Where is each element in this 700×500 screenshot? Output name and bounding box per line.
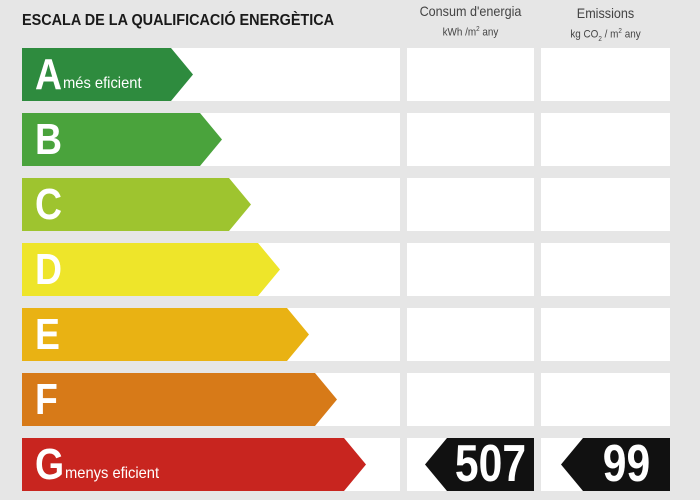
emissions-label: Emissions [576,5,635,21]
page-title: ESCALA DE LA QUALIFICACIÓ ENERGÈTICA [22,12,335,29]
class-letter: F [35,375,58,424]
class-letter: A [35,50,63,99]
class-letter: G [35,440,65,489]
emissions-cell [541,178,670,231]
consum-cell [407,373,534,426]
class-sublabel: menys eficient [65,464,160,482]
arrow-shape [22,113,222,166]
consum-unit: kWh /m2 any [442,26,499,39]
consum-label: Consum d'energia [419,3,522,19]
emissions-cell [541,48,670,101]
badge-shape [561,438,670,491]
rating-row-e: E [0,308,700,361]
consum-cell [407,113,534,166]
rating-row-f: F [0,373,700,426]
rating-row-b: B [0,113,700,166]
arrow-shape [22,243,280,296]
class-arrow-b: B [22,113,222,166]
consumption-badge: 507 [425,438,534,491]
consum-cell [407,243,534,296]
consum-cell [407,48,534,101]
class-arrow-c: C [22,178,251,231]
class-sublabel: més eficient [62,74,142,92]
arrow-shape [22,308,309,361]
consum-cell [407,308,534,361]
class-arrow-f: F [22,373,337,426]
consum-column-header: Consum d'energia kWh /m2 any [407,3,534,40]
consum-cell [407,178,534,231]
class-letter: E [35,310,60,359]
badge-shape [425,438,534,491]
emissions-cell [541,308,670,361]
consumption-badge-value: 507 [454,435,527,493]
class-arrow-e: E [22,308,309,361]
emissions-cell [541,373,670,426]
arrow-shape [22,438,366,491]
rating-row-d: D [0,243,700,296]
emissions-unit: kg CO2 / m2 any [570,28,641,43]
class-letter: C [35,180,63,229]
class-letter: B [35,115,63,164]
emissions-column-header: Emissions kg CO2 / m2 any [541,5,670,47]
arrow-shape [22,178,251,231]
emissions-badge-value: 99 [602,435,651,493]
class-arrow-d: D [22,243,280,296]
rating-row-c: C [0,178,700,231]
emissions-badge: 99 [561,438,670,491]
class-letter: D [35,245,63,294]
arrow-shape [22,373,337,426]
emissions-cell [541,243,670,296]
arrow-shape [22,48,193,101]
emissions-cell [541,113,670,166]
